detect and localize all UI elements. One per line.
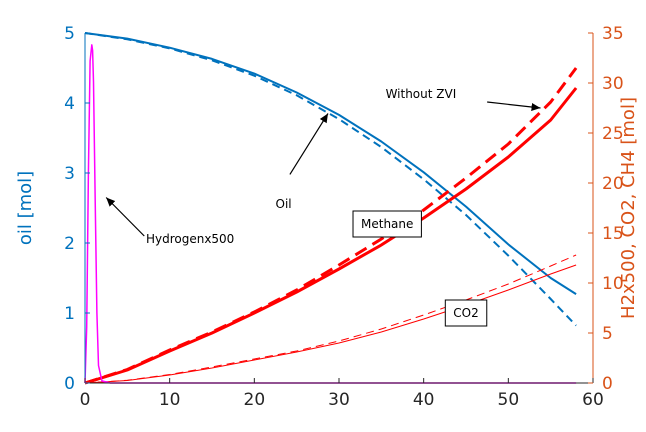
x-tick-label: 20 [244, 390, 266, 410]
y-right-tick-label: 25 [602, 124, 624, 144]
x-tick-label: 10 [159, 390, 181, 410]
y-right-tick-label: 35 [602, 24, 624, 44]
y-right-tick-label: 15 [602, 224, 624, 244]
y-left-tick-label: 3 [64, 164, 75, 184]
x-tick-label: 40 [413, 390, 435, 410]
y-left-tick-label: 5 [64, 24, 75, 44]
annotation-co2: CO2 [453, 306, 478, 320]
y-right-tick-label: 5 [602, 324, 613, 344]
series-methane-dashed [84, 67, 578, 385]
y-right-tick-label: 20 [602, 174, 624, 194]
annotation-arrow-oil [289, 113, 329, 175]
series-layer [84, 32, 578, 385]
annotation-box-methane [352, 210, 422, 238]
y-axis-right-label: H2x500, CO2, CH4 [mol] [618, 97, 639, 319]
y-left-tick-label: 0 [64, 374, 75, 394]
annotation-methane: Methane [361, 217, 413, 231]
annotation-hydrogenx500: Hydrogenx500 [146, 232, 234, 246]
annotation-box-co2 [444, 299, 488, 327]
y-right-tick-label: 30 [602, 74, 624, 94]
annotation-oil: Oil [276, 197, 292, 211]
x-tick-label: 60 [582, 390, 604, 410]
y-axis-left-label: oil [mol] [15, 171, 36, 245]
y-left-tick-label: 4 [64, 94, 75, 114]
annotation-arrow-without-zvi [487, 101, 541, 111]
y-left-tick-label: 1 [64, 304, 75, 324]
annotation-layer: Without ZVI Oil Hydrogenx500 Methane CO2 [105, 87, 541, 327]
series-co2-dashed [84, 254, 577, 384]
series-oil-dashed [84, 32, 577, 327]
annotation-arrow-hydrogenx500 [105, 197, 145, 237]
x-tick-label: 50 [498, 390, 520, 410]
y-right-tick-label: 0 [602, 374, 613, 394]
x-tick-label: 30 [328, 390, 350, 410]
plot-area [85, 33, 593, 383]
y-right-tick-label: 10 [602, 274, 624, 294]
x-tick-label: 0 [80, 390, 91, 410]
y-left-tick-label: 2 [64, 234, 75, 254]
annotation-without-zvi: Without ZVI [386, 87, 457, 101]
